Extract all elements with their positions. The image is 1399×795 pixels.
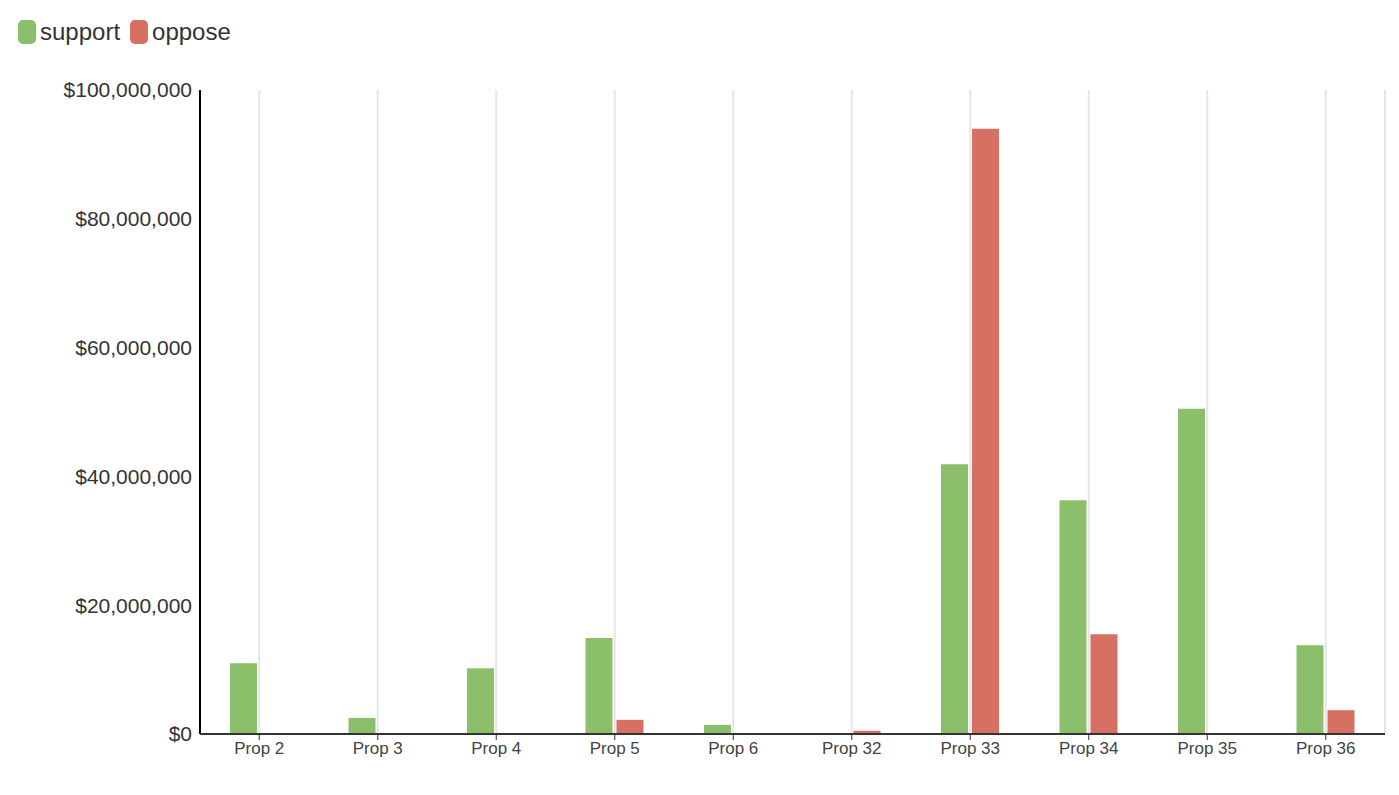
svg-text:$60,000,000: $60,000,000 (75, 336, 192, 359)
svg-text:$100,000,000: $100,000,000 (64, 78, 192, 101)
svg-text:$40,000,000: $40,000,000 (75, 465, 192, 488)
svg-text:$80,000,000: $80,000,000 (75, 207, 192, 230)
html-text:support: support (40, 18, 121, 45)
svg-text:Prop 33: Prop 33 (940, 739, 1000, 758)
svg-text:Prop 34: Prop 34 (1059, 739, 1119, 758)
svg-text:Prop 35: Prop 35 (1177, 739, 1237, 758)
svg-text:Prop 2: Prop 2 (234, 739, 284, 758)
svg-text:Prop 36: Prop 36 (1296, 739, 1356, 758)
svg-text:Prop 32: Prop 32 (822, 739, 882, 758)
svg-text:$20,000,000: $20,000,000 (75, 594, 192, 617)
svg-text:$0: $0 (169, 722, 192, 745)
svg-text:Prop 6: Prop 6 (708, 739, 758, 758)
svg-text:Prop 4: Prop 4 (471, 739, 521, 758)
html-text:oppose: oppose (152, 18, 231, 45)
svg-text:Prop 5: Prop 5 (590, 739, 640, 758)
svg-text:Prop 3: Prop 3 (353, 739, 403, 758)
